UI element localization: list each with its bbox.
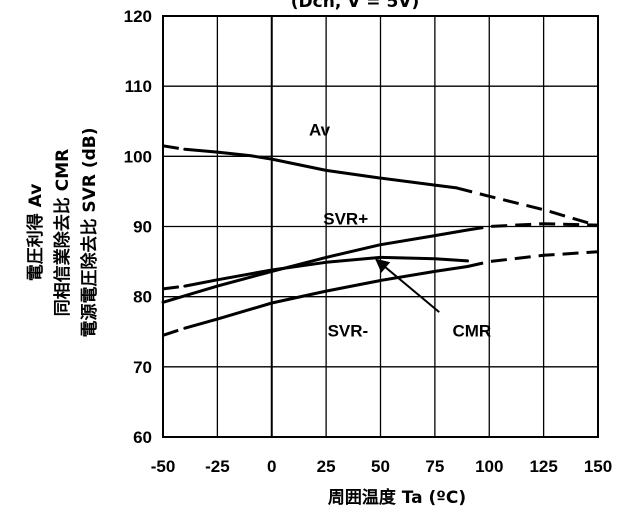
series-svr-line (183, 265, 469, 330)
chart-title: (Dch, V = 5V) (291, 0, 419, 12)
y-tick-labels: 60 70 80 90 100 110 120 (124, 7, 152, 447)
series-lines (161, 144, 599, 337)
grid (162, 15, 599, 438)
x-tick-label: 125 (529, 457, 557, 476)
x-axis-title: 周囲温度 Ta (ºC) (328, 487, 466, 508)
y-tick-label: 80 (133, 288, 152, 307)
series-label-av: Av (309, 120, 331, 139)
y-axis-title-line: 電圧利得 Av (25, 184, 46, 282)
x-tick-labels: -50 -25 0 25 50 75 100 125 150 (151, 457, 612, 476)
annotation-arrow-cmr (375, 258, 440, 313)
x-tick-label: 0 (267, 457, 276, 476)
series-svr-line (161, 228, 469, 304)
series-label-svr: SVR- (328, 322, 369, 341)
x-tick-label: -25 (205, 457, 230, 476)
y-axis-title-line: 同相信業除去比 CMR (52, 149, 73, 316)
x-tick-label: 50 (371, 457, 390, 476)
series-label-cmr: CMR (452, 322, 491, 341)
y-tick-label: 120 (124, 7, 152, 26)
series-av-line (183, 147, 459, 190)
plot-frame (162, 15, 599, 438)
annotations: Av SVR+ SVR- CMR (309, 120, 491, 340)
x-tick-label: 100 (475, 457, 503, 476)
x-tick-label: 75 (425, 457, 444, 476)
y-tick-label: 100 (124, 147, 152, 166)
y-tick-label: 110 (125, 77, 152, 96)
y-tick-label: 60 (133, 428, 152, 447)
series-cmr-line (183, 255, 469, 288)
series-svr-dashed-end (467, 222, 599, 232)
x-tick-label: 150 (584, 457, 612, 476)
series-svr-dashed-end (467, 250, 599, 268)
y-axis-title: 電圧利得 Av 同相信業除去比 CMR 電源電圧除去比 SVR (dB) (25, 128, 100, 338)
series-av-dashed-end (456, 186, 599, 228)
y-tick-label: 90 (133, 218, 152, 237)
y-tick-label: 70 (133, 358, 152, 377)
series-label-svr: SVR+ (323, 209, 368, 228)
series-av-dashed-start (162, 144, 186, 151)
x-tick-label: 25 (317, 457, 336, 476)
series-cmr-dashed-start (162, 284, 185, 291)
y-axis-title-line: 電源電圧除去比 SVR (dB) (79, 128, 100, 338)
series-svr-dashed-start (162, 326, 186, 337)
x-tick-label: -50 (151, 457, 176, 476)
